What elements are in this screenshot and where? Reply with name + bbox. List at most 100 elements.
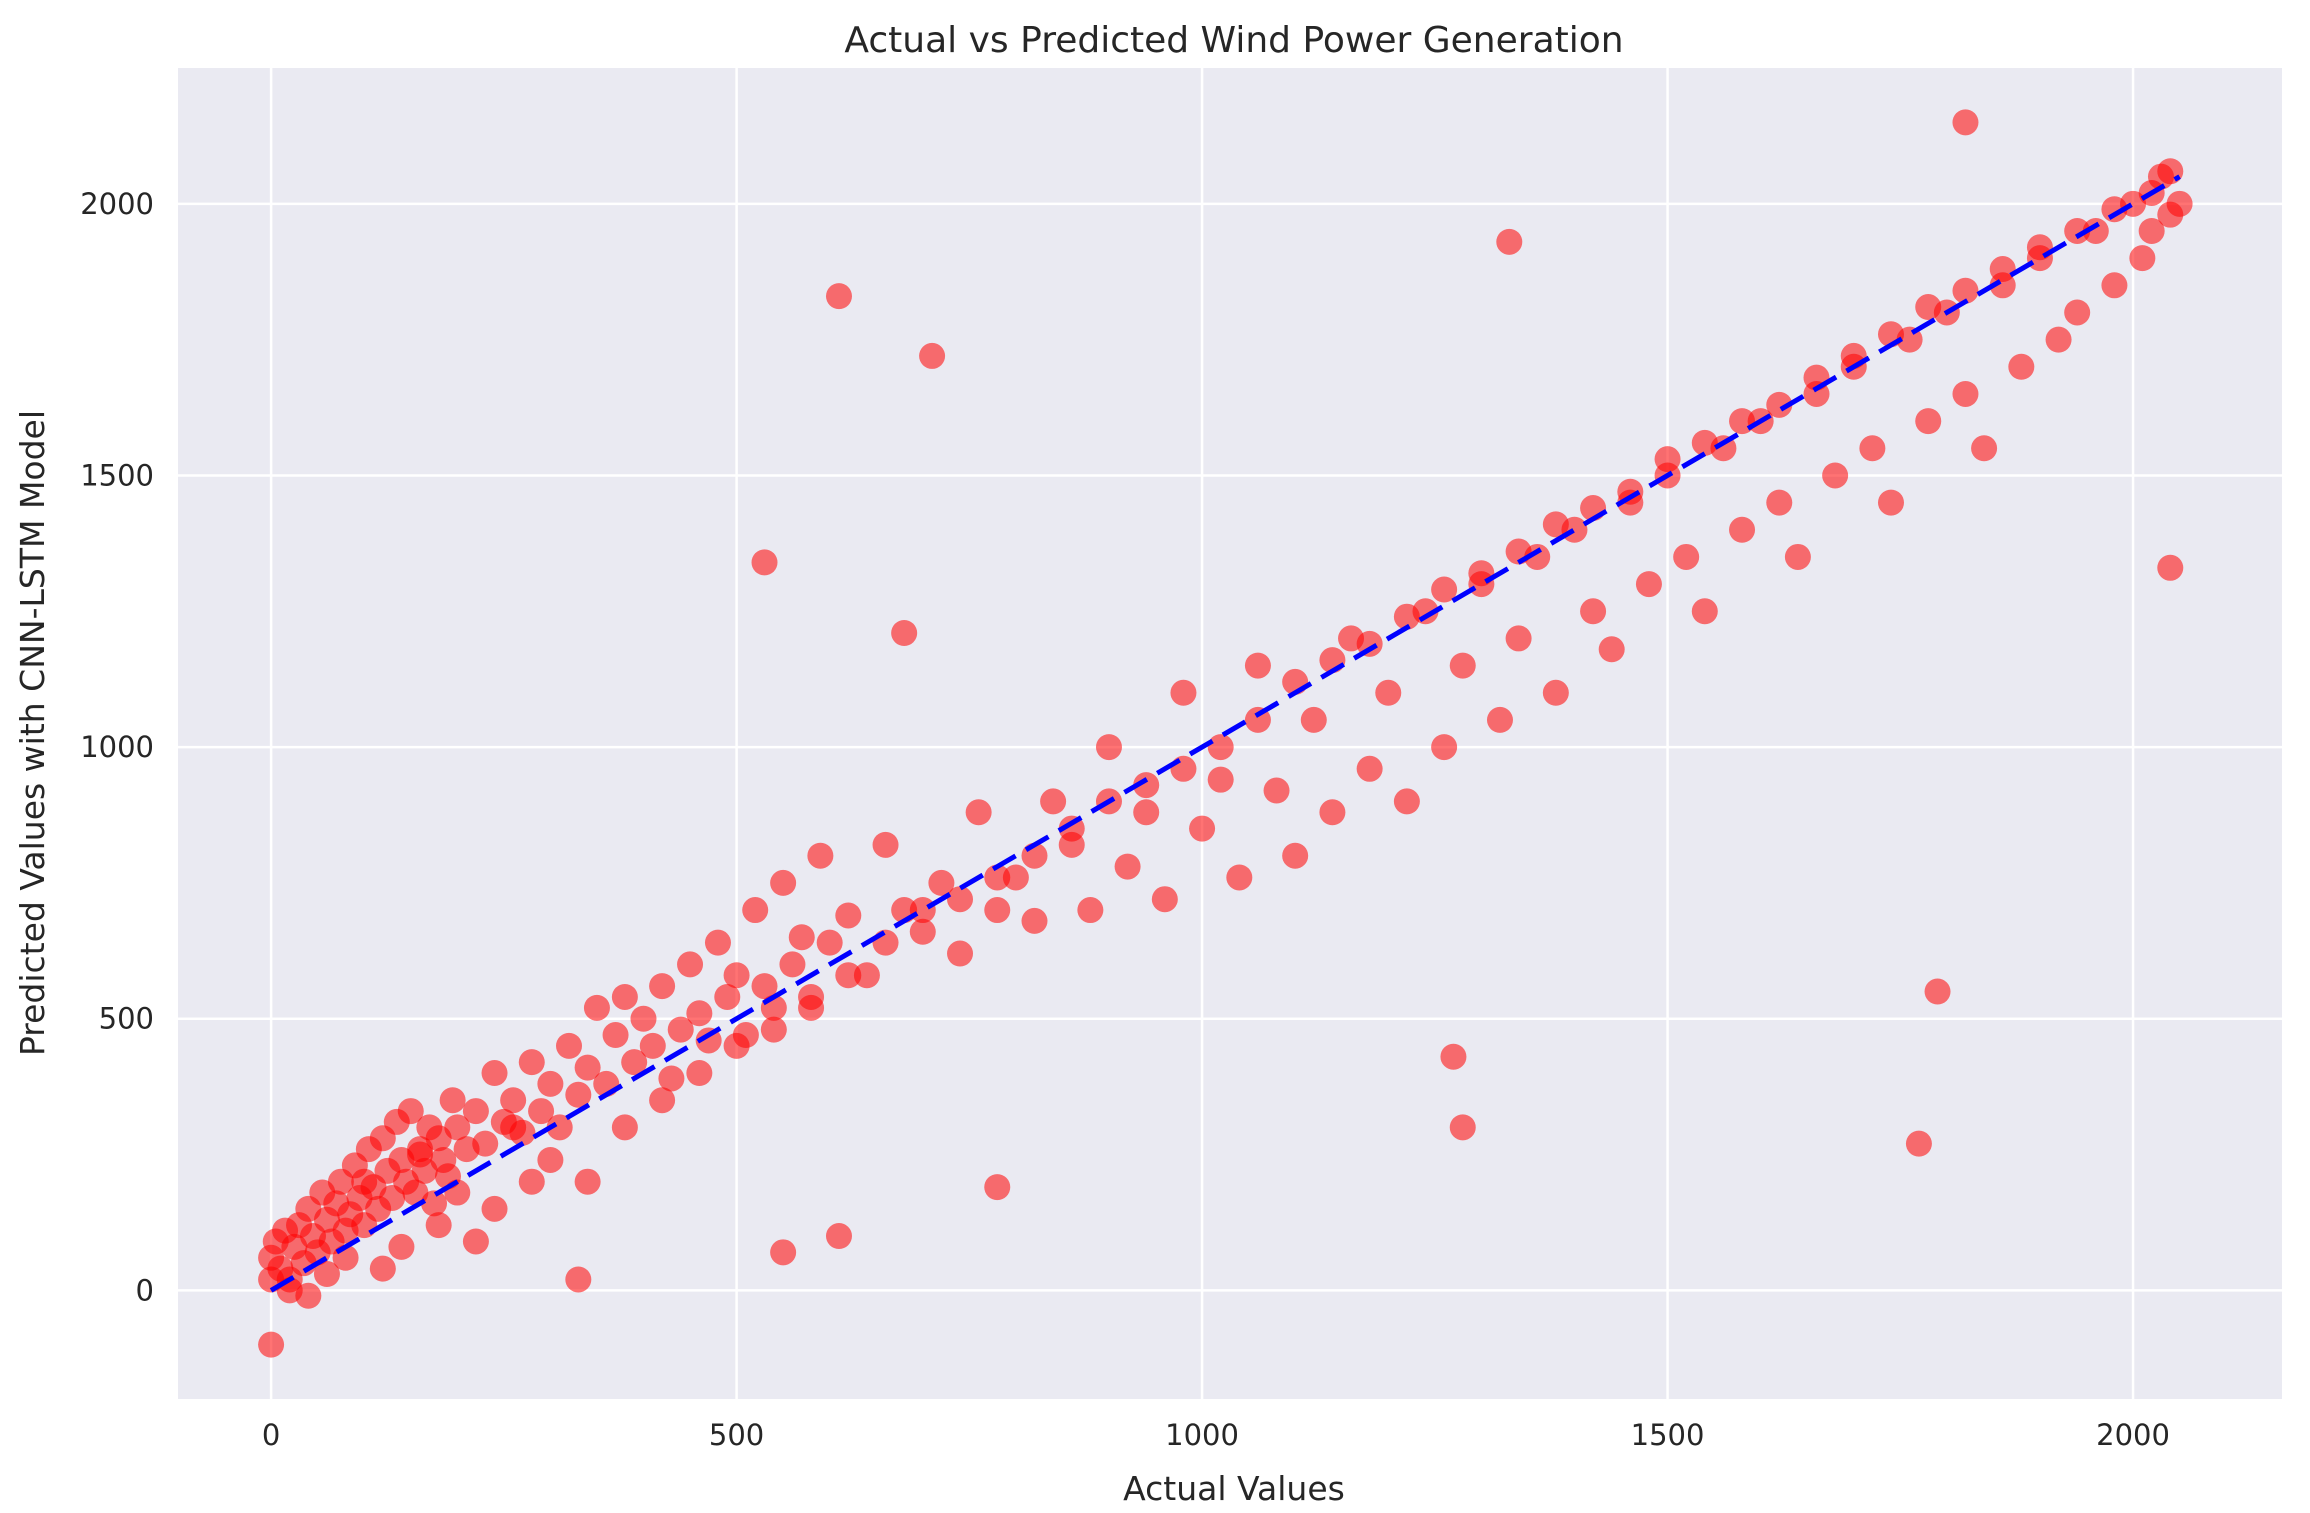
data-point: [1905, 1130, 1932, 1157]
data-point: [574, 1168, 601, 1195]
data-point: [1822, 462, 1849, 489]
data-point: [2157, 158, 2184, 185]
data-point: [788, 924, 815, 951]
data-point: [1877, 489, 1904, 516]
data-point: [1002, 864, 1029, 891]
y-tick-labels: 0 500 1000 1500 2000: [80, 187, 154, 1308]
data-point: [425, 1212, 452, 1239]
data-point: [556, 1032, 583, 1059]
data-point: [1729, 408, 1756, 435]
x-tick-label: 0: [262, 1418, 280, 1452]
data-point: [947, 940, 974, 967]
data-point: [1915, 294, 1942, 321]
data-point: [537, 1146, 564, 1173]
data-point: [667, 1016, 694, 1043]
data-point: [1449, 1114, 1476, 1141]
data-point: [2064, 299, 2091, 326]
data-point: [439, 1087, 466, 1114]
data-point: [872, 831, 899, 858]
data-point: [1580, 598, 1607, 625]
data-point: [1766, 489, 1793, 516]
data-point: [546, 1114, 573, 1141]
data-point: [481, 1195, 508, 1222]
data-point: [1766, 391, 1793, 418]
data-point: [947, 886, 974, 913]
data-point: [1924, 978, 1951, 1005]
data-point: [1449, 652, 1476, 679]
data-point: [1040, 788, 1067, 815]
data-point: [919, 342, 946, 369]
x-tick-label: 500: [709, 1418, 764, 1452]
data-point: [1170, 755, 1197, 782]
y-axis-label: Predicted Values with CNN-LSTM Model: [13, 410, 52, 1056]
data-point: [2008, 353, 2035, 380]
data-point: [1542, 679, 1569, 706]
data-point: [2138, 217, 2165, 244]
data-point: [1133, 799, 1160, 826]
data-point: [565, 1081, 592, 1108]
data-point: [1244, 652, 1271, 679]
data-point: [835, 962, 862, 989]
data-point: [1915, 408, 1942, 435]
x-tick-label: 1500: [1631, 1418, 1705, 1452]
data-point: [1207, 766, 1234, 793]
data-point: [2026, 234, 2053, 261]
data-point: [1486, 706, 1513, 733]
data-point: [779, 951, 806, 978]
data-point: [742, 897, 769, 924]
data-point: [1021, 907, 1048, 934]
data-point: [984, 1174, 1011, 1201]
data-point: [1989, 256, 2016, 283]
data-point: [686, 1060, 713, 1087]
data-point: [825, 283, 852, 310]
data-point: [369, 1255, 396, 1282]
data-point: [928, 869, 955, 896]
data-point: [2166, 190, 2193, 217]
data-point: [1598, 636, 1625, 663]
data-point: [649, 973, 676, 1000]
data-point: [1170, 679, 1197, 706]
x-tick-label: 2000: [2096, 1418, 2170, 1452]
data-point: [1952, 109, 1979, 136]
data-point: [1431, 734, 1458, 761]
data-point: [1496, 228, 1523, 255]
data-point: [574, 1054, 601, 1081]
data-point: [1300, 706, 1327, 733]
data-point: [835, 902, 862, 929]
data-point: [295, 1282, 322, 1309]
data-point: [2082, 217, 2109, 244]
data-point: [500, 1114, 527, 1141]
x-axis-label: Actual Values: [1123, 1469, 1345, 1508]
y-tick-label: 0: [136, 1273, 154, 1307]
data-point: [1654, 446, 1681, 473]
data-point: [583, 994, 610, 1021]
grid-lines-x: [269, 68, 2135, 1399]
data-point: [1971, 435, 1998, 462]
data-point: [965, 799, 992, 826]
data-point: [397, 1098, 424, 1125]
data-point: [2157, 554, 2184, 581]
data-point: [751, 973, 778, 1000]
data-point: [853, 962, 880, 989]
data-point: [518, 1168, 545, 1195]
data-point: [630, 1005, 657, 1032]
y-tick-label: 1000: [80, 730, 154, 764]
data-point: [1542, 511, 1569, 538]
data-points: [258, 109, 2193, 1358]
data-point: [351, 1168, 378, 1195]
data-point: [462, 1228, 489, 1255]
data-point: [909, 897, 936, 924]
chart-title: Actual vs Predicted Wind Power Generatio…: [844, 20, 1623, 61]
data-point: [1691, 598, 1718, 625]
data-point: [984, 897, 1011, 924]
data-point: [421, 1190, 448, 1217]
data-point: [313, 1261, 340, 1288]
data-point: [714, 983, 741, 1010]
data-point: [1440, 1043, 1467, 1070]
y-tick-label: 500: [99, 1002, 154, 1036]
data-point: [1077, 897, 1104, 924]
grid-lines-y: [178, 202, 2282, 1292]
data-point: [1114, 853, 1141, 880]
data-point: [611, 983, 638, 1010]
data-point: [1784, 543, 1811, 570]
